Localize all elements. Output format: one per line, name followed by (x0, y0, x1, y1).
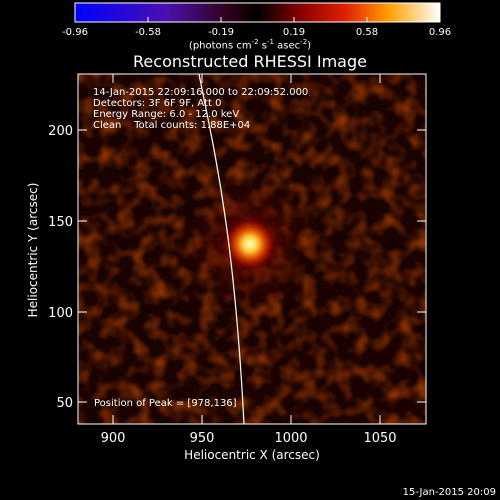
y-tick-label: 100 (48, 306, 73, 321)
colorbar-tick-label: -0.96 (62, 27, 88, 38)
footer-date: 15-Jan-2015 20:09 (402, 487, 496, 498)
x-axis-label: Heliocentric X (arcsec) (184, 448, 320, 462)
x-tick-label: 1000 (274, 431, 307, 446)
peak-position: Position of Peak = [978,136] (94, 398, 237, 409)
colorbar-gradient (74, 2, 441, 23)
info-detectors: Detectors: 3F 6F 9F, Att 0 (93, 98, 222, 109)
x-tick-label: 1050 (363, 431, 396, 446)
colorbar-tick-label: 0.58 (356, 27, 378, 38)
colorbar-tick-label: -0.19 (208, 27, 234, 38)
colorbar-tick-label: 0.96 (429, 27, 451, 38)
y-tick-label: 150 (48, 215, 73, 230)
info-energy-range: Energy Range: 6.0 - 12.0 keV (93, 109, 240, 120)
x-tick-label: 900 (101, 431, 126, 446)
x-tick-label: 950 (190, 431, 215, 446)
hxr-source (222, 216, 278, 272)
colorbar: -0.96 -0.58 -0.19 0.19 0.58 0.96 (62, 2, 451, 38)
y-axis-label: Heliocentric Y (arcsec) (26, 183, 40, 318)
info-clean-counts: Clean Total counts: 1.88E+04 (93, 120, 251, 131)
colorbar-tick-label: -0.58 (135, 27, 161, 38)
info-time-range: 14-Jan-2015 22:09:16.000 to 22:09:52.000 (93, 87, 309, 98)
plot-frame (77, 73, 427, 425)
y-tick-label: 50 (56, 396, 73, 411)
colorbar-unit-label: (photons cm-2 s-1 asec-2) (188, 38, 312, 52)
colorbar-tick-label: 0.19 (283, 27, 305, 38)
y-tick-label: 200 (48, 124, 73, 139)
solar-limb (198, 74, 245, 424)
image-title: Reconstructed RHESSI Image (133, 52, 367, 71)
